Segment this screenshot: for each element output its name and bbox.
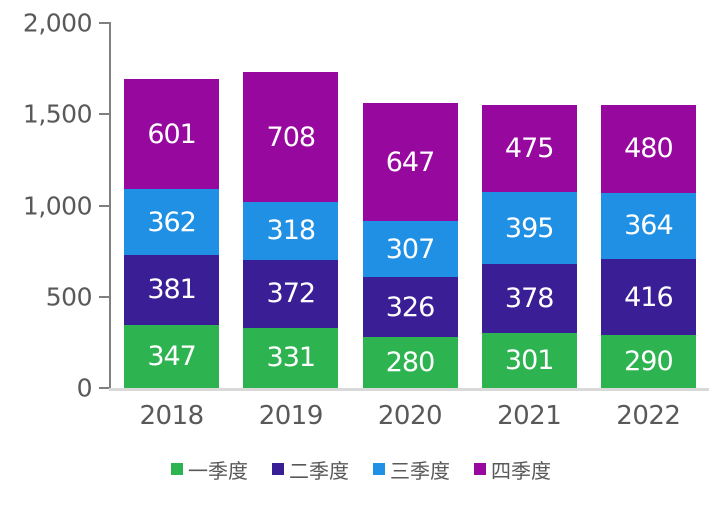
legend-swatch-icon — [474, 463, 486, 475]
legend-label: 一季度 — [188, 458, 248, 483]
bar-segment-2021-二季度: 378 — [481, 264, 577, 334]
bar-segment-2022-四季度: 480 — [600, 105, 696, 193]
y-tick-mark — [99, 295, 109, 298]
bar-value-label: 331 — [266, 342, 317, 374]
legend: 一季度 二季度 三季度 四季度 — [0, 452, 722, 486]
legend-item-三季度: 三季度 — [373, 455, 450, 484]
bar-value-label: 416 — [624, 281, 674, 313]
legend-label: 四季度 — [491, 458, 551, 483]
y-axis-line — [109, 22, 111, 390]
bar-segment-2020-一季度: 280 — [362, 336, 458, 388]
bar-value-label: 301 — [504, 345, 555, 377]
bar-segment-2019-三季度: 318 — [243, 201, 339, 260]
bar-segment-2021-四季度: 475 — [481, 105, 577, 192]
bar-value-label: 601 — [147, 118, 197, 150]
y-tick-label: 1,000 — [22, 191, 93, 220]
x-axis-baseline — [109, 388, 709, 391]
legend-item-一季度: 一季度 — [171, 455, 248, 484]
bar-value-label: 708 — [266, 121, 317, 153]
legend-label: 三季度 — [390, 458, 450, 483]
y-tick-mark — [99, 113, 109, 116]
legend-swatch-icon — [272, 463, 284, 475]
bar-segment-2018-二季度: 381 — [124, 255, 220, 325]
bar-segment-2019-二季度: 372 — [243, 259, 339, 328]
x-axis-label-2019: 2019 — [258, 401, 324, 431]
x-axis-label-2018: 2018 — [139, 401, 205, 431]
bar-value-label: 372 — [266, 278, 317, 310]
bar-segment-2020-二季度: 326 — [362, 277, 458, 337]
y-tick-mark — [99, 204, 109, 207]
bar-segment-2018-三季度: 362 — [124, 189, 220, 256]
bar-segment-2022-三季度: 364 — [600, 192, 696, 260]
bar-value-label: 475 — [504, 133, 555, 165]
bar-segment-2022-二季度: 416 — [600, 259, 696, 336]
y-tick-label: 500 — [45, 282, 93, 312]
legend-label: 二季度 — [289, 458, 349, 483]
bar-segment-2020-三季度: 307 — [362, 221, 458, 278]
bar-value-label: 290 — [624, 346, 674, 378]
x-axis-label-2021: 2021 — [497, 401, 562, 431]
bar-segment-2021-三季度: 395 — [481, 191, 577, 265]
bar-segment-2019-四季度: 708 — [243, 72, 339, 202]
bar-value-label: 395 — [504, 212, 555, 244]
x-axis-label-2022: 2022 — [616, 401, 681, 431]
legend-item-四季度: 四季度 — [474, 455, 551, 484]
legend-swatch-icon — [171, 463, 183, 475]
bar-value-label: 307 — [385, 233, 436, 265]
x-axis-label-2020: 2020 — [377, 401, 443, 431]
bar-value-label: 362 — [147, 206, 197, 238]
bar-value-label: 318 — [266, 215, 317, 247]
bar-value-label: 326 — [385, 291, 436, 323]
legend-swatch-icon — [373, 463, 385, 475]
bar-value-label: 280 — [385, 346, 436, 378]
bar-value-label: 378 — [504, 283, 555, 315]
bar-segment-2018-四季度: 601 — [124, 79, 220, 190]
bar-segment-2018-一季度: 347 — [124, 324, 220, 388]
y-tick-mark — [99, 387, 109, 389]
bar-value-label: 647 — [385, 146, 436, 178]
bar-segment-2020-四季度: 647 — [362, 103, 458, 222]
bar-value-label: 364 — [624, 210, 674, 242]
bar-value-label: 480 — [624, 133, 674, 165]
bar-segment-2022-一季度: 290 — [600, 335, 696, 388]
y-tick-label: 0 — [76, 373, 93, 403]
y-tick-label: 1,500 — [22, 99, 93, 129]
bar-segment-2019-一季度: 331 — [243, 327, 339, 388]
bar-value-label: 381 — [147, 274, 197, 306]
bar-segment-2021-一季度: 301 — [481, 333, 577, 388]
y-tick-label: 2,000 — [22, 8, 93, 38]
legend-item-二季度: 二季度 — [272, 455, 349, 484]
bar-value-label: 347 — [147, 340, 197, 372]
y-tick-mark — [99, 22, 109, 24]
